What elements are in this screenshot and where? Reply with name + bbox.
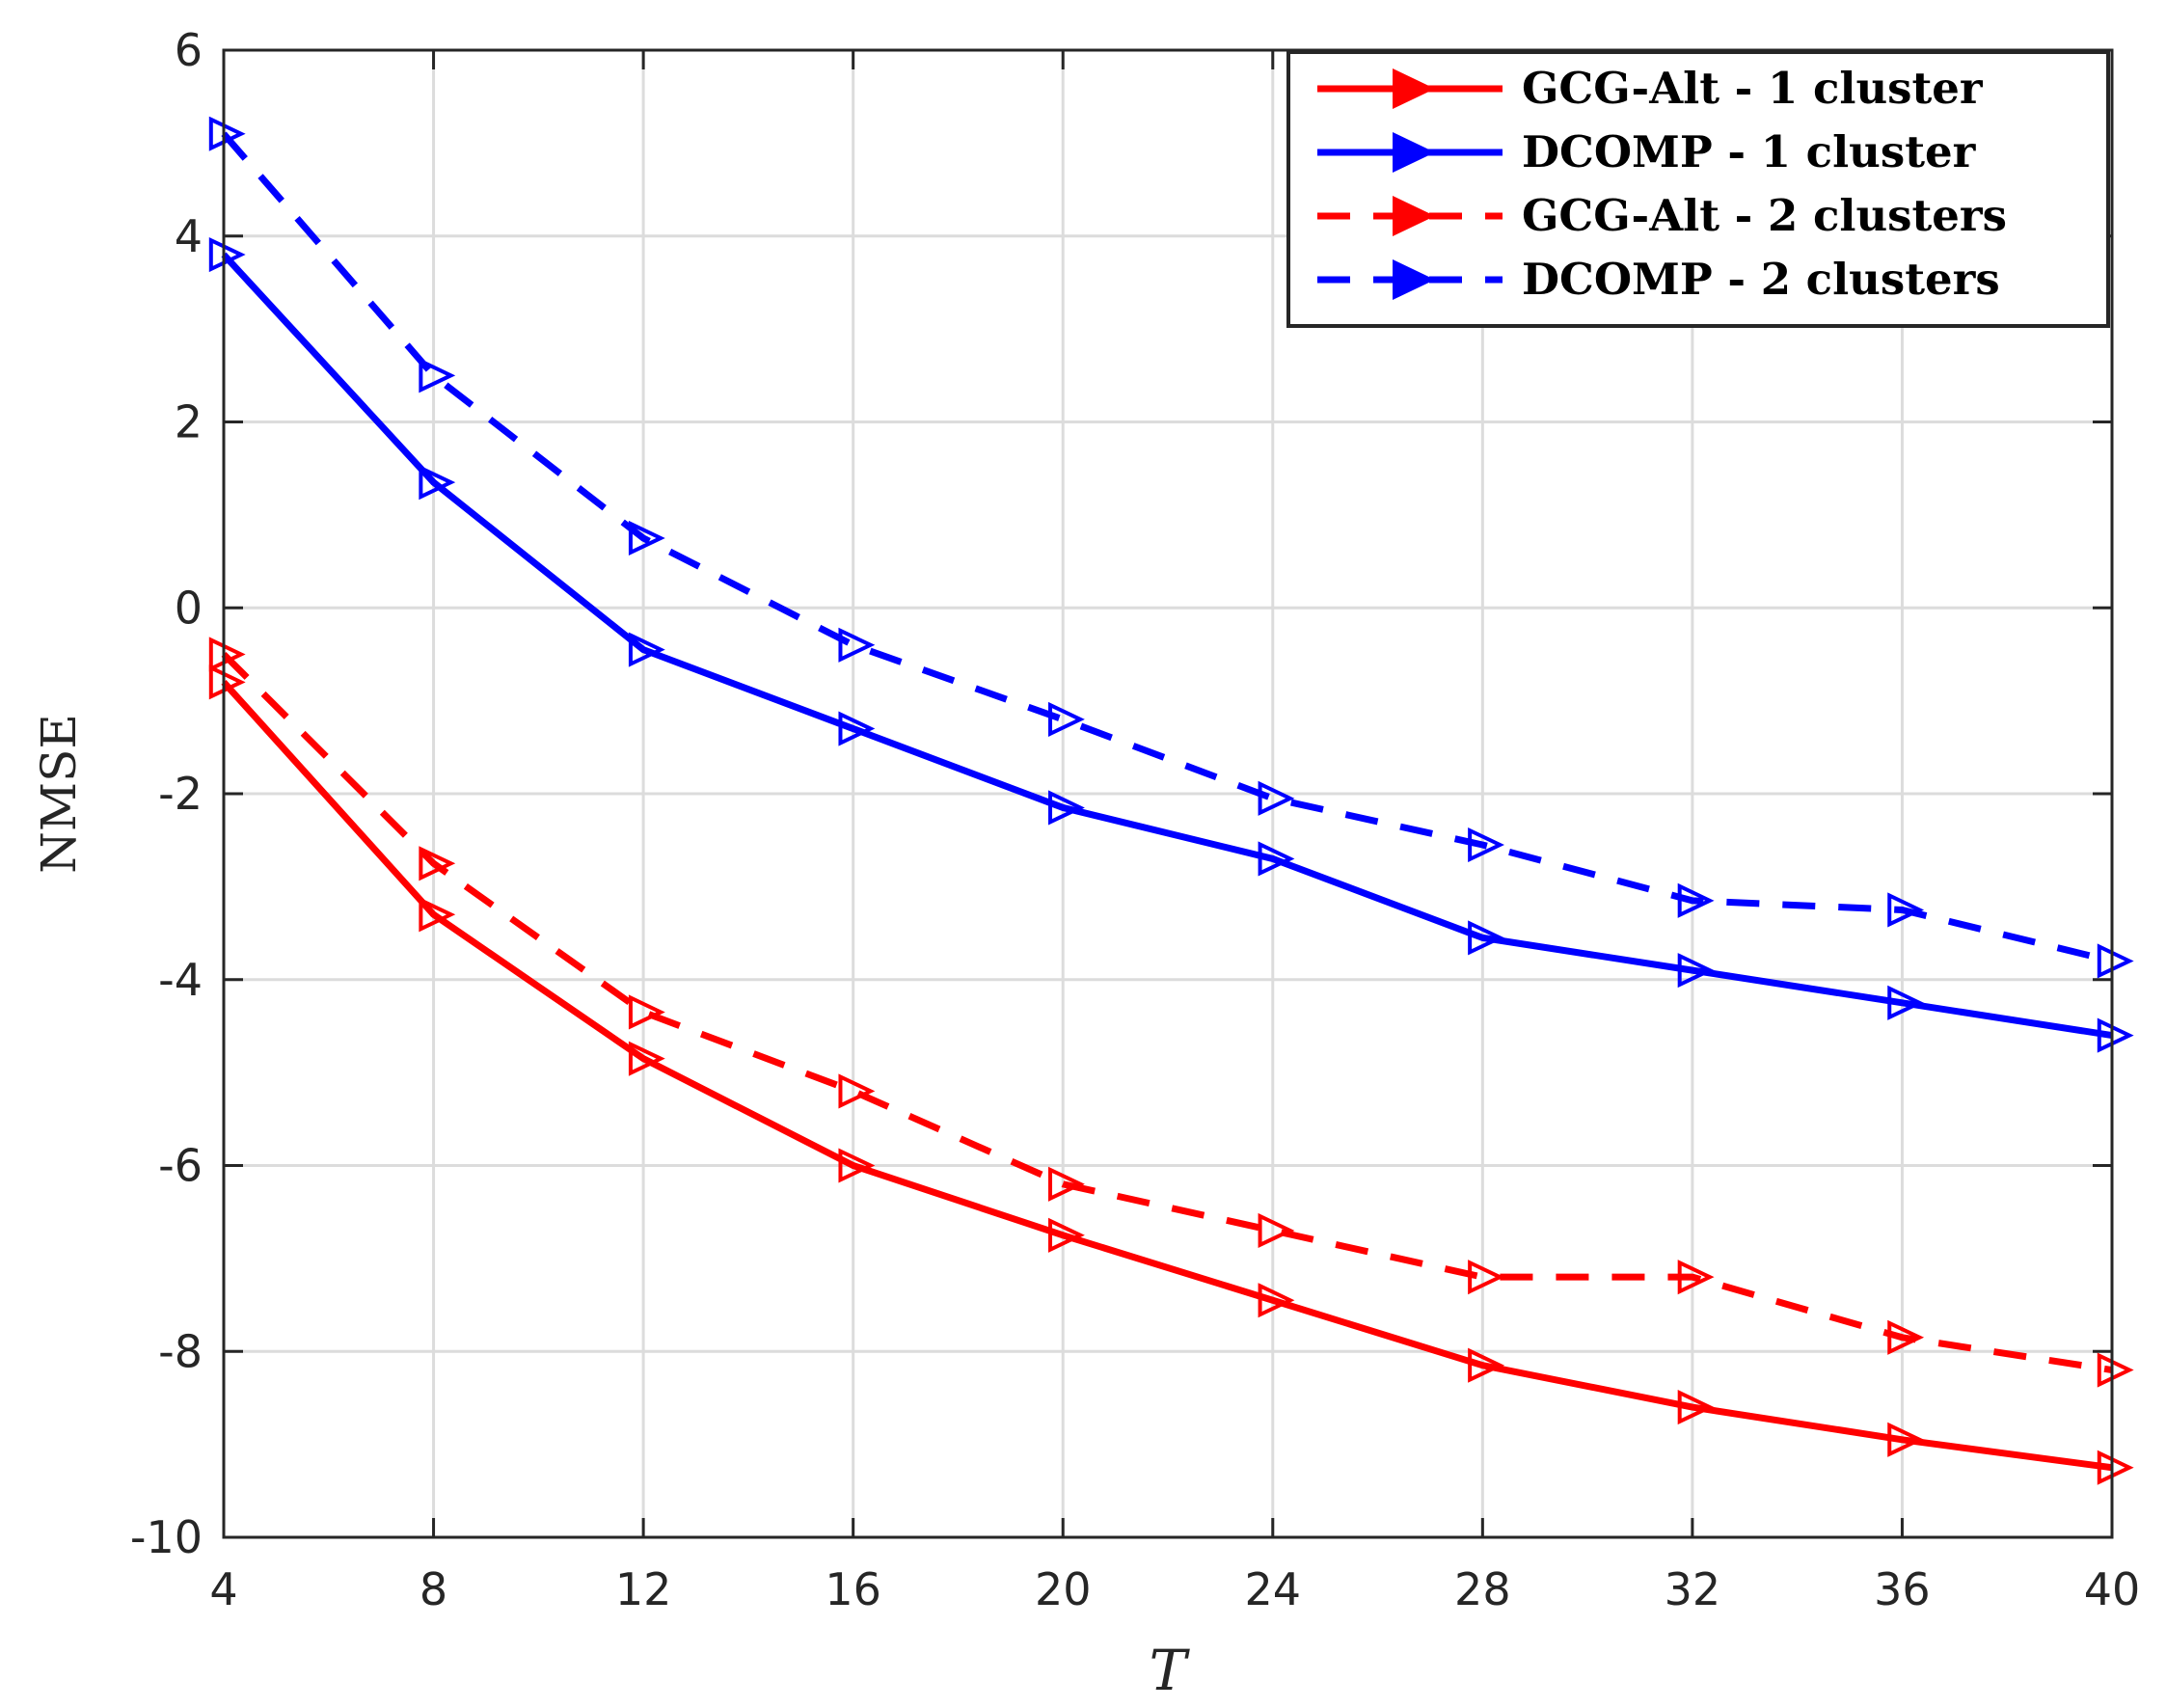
data-point-marker	[1258, 1212, 1295, 1249]
data-point-marker	[1468, 920, 1504, 956]
data-point-marker	[208, 236, 246, 273]
data-point-marker	[1048, 1217, 1085, 1253]
data-point-marker	[1048, 790, 1085, 826]
x-tick-label: 28	[1454, 1563, 1511, 1615]
data-point-marker	[2097, 1017, 2134, 1053]
y-tick-label: -6	[158, 1140, 203, 1192]
data-point-marker	[838, 1073, 876, 1109]
data-point-marker	[1048, 1166, 1085, 1202]
data-point-marker	[628, 520, 665, 556]
legend-item: DCOMP - 2 clusters	[1317, 254, 2000, 305]
series-line	[221, 651, 2113, 1373]
x-axis-label: T	[1150, 1638, 1191, 1703]
x-tick-label: 36	[1874, 1563, 1931, 1615]
data-point-marker	[1677, 1390, 1715, 1425]
data-point-marker	[1468, 1260, 1504, 1295]
data-point-marker	[628, 994, 665, 1030]
series-dcomp-1-cluster	[208, 236, 2134, 1053]
x-tick-label: 16	[825, 1563, 881, 1615]
data-point-marker	[628, 632, 665, 667]
data-point-marker	[1468, 1347, 1504, 1383]
x-tick-label: 12	[615, 1563, 672, 1615]
data-point-marker	[419, 846, 456, 881]
y-tick-label: 6	[175, 24, 203, 76]
data-point-marker	[1887, 1319, 1925, 1355]
x-tick-label: 32	[1665, 1563, 1721, 1615]
legend: GCG-Alt - 1 cluster DCOMP - 1 cluster GCG-…	[1286, 50, 2110, 328]
data-point-marker	[1677, 953, 1715, 989]
data-point-marker	[1887, 1422, 1925, 1457]
data-point-marker	[1887, 985, 1925, 1020]
data-point-marker	[419, 465, 456, 501]
data-point-marker	[1258, 1283, 1295, 1318]
legend-marker	[1393, 259, 1435, 300]
legend-label: DCOMP - 1 cluster	[1522, 126, 1977, 177]
data-point-marker	[2097, 1352, 2134, 1388]
y-tick-label: -4	[158, 954, 203, 1006]
x-tick-label: 20	[1035, 1563, 1092, 1615]
series-dcomp-2-clusters	[208, 116, 2134, 979]
data-point-marker	[1258, 841, 1295, 877]
data-point-marker	[419, 897, 456, 933]
data-point-marker	[1048, 701, 1085, 737]
x-tick-label: 4	[209, 1563, 237, 1615]
data-point-marker	[838, 627, 876, 663]
x-tick-label: 24	[1245, 1563, 1302, 1615]
y-tick-label: 2	[175, 396, 203, 448]
series-line	[221, 131, 2113, 964]
data-point-marker	[628, 1041, 665, 1076]
y-tick-label: -8	[158, 1325, 203, 1377]
legend-label: GCG-Alt - 1 cluster	[1522, 63, 1984, 114]
legend-marker	[1393, 68, 1435, 109]
x-tick-label: 8	[420, 1563, 447, 1615]
data-point-marker	[208, 116, 246, 151]
data-point-marker	[208, 664, 246, 700]
y-tick-label: 0	[175, 582, 203, 634]
legend-marker	[1393, 196, 1435, 236]
legend-item: GCG-Alt - 2 clusters	[1317, 190, 2007, 241]
legend-marker	[1393, 132, 1435, 173]
series-group	[208, 116, 2134, 1485]
data-point-marker	[1887, 892, 1925, 928]
y-tick-label: 4	[175, 210, 203, 262]
data-point-marker	[1677, 882, 1715, 918]
data-point-marker	[419, 358, 456, 393]
y-tick-label: -10	[130, 1511, 203, 1563]
data-point-marker	[1258, 780, 1295, 816]
data-point-marker	[838, 711, 876, 746]
data-point-marker	[2097, 1450, 2134, 1485]
data-point-marker	[208, 637, 246, 672]
legend-item: DCOMP - 1 cluster	[1317, 126, 1977, 177]
series-line	[221, 252, 2113, 1040]
series-gcg-alt-2-clusters	[208, 637, 2134, 1388]
data-point-marker	[1677, 1260, 1715, 1295]
y-tick-label: -2	[158, 768, 203, 820]
x-tick-label: 40	[2084, 1563, 2141, 1615]
data-point-marker	[1468, 827, 1504, 863]
legend-label: GCG-Alt - 2 clusters	[1522, 190, 2007, 241]
series-gcg-alt-1-cluster	[208, 664, 2134, 1485]
data-point-marker	[2097, 943, 2134, 979]
legend-label: DCOMP - 2 clusters	[1522, 254, 2000, 305]
data-point-marker	[838, 1148, 876, 1183]
series-line	[221, 680, 2113, 1472]
y-axis-label: NMSE	[31, 714, 87, 874]
legend-item: GCG-Alt - 1 cluster	[1317, 63, 1984, 114]
